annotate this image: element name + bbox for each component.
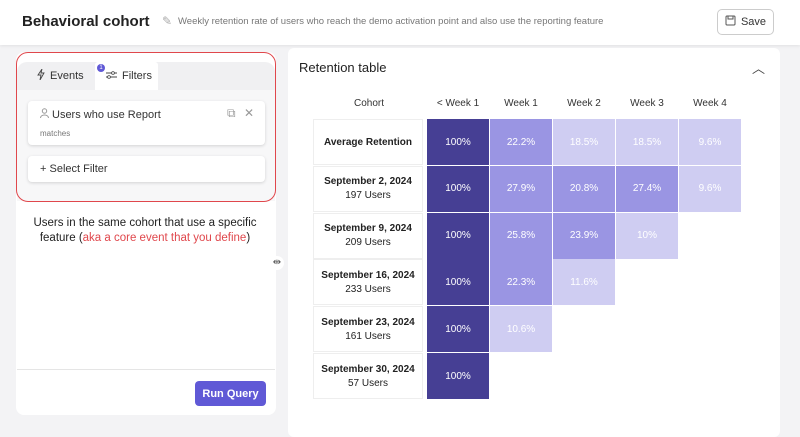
retention-cell[interactable]: 100% <box>427 119 489 165</box>
note-highlight: aka a core event that you define <box>82 232 247 244</box>
divider <box>17 369 275 370</box>
copy-icon[interactable]: ⧉ <box>227 106 236 120</box>
retention-title: Retention table <box>299 60 387 75</box>
filter-operator: matches <box>40 129 71 138</box>
retention-cell[interactable]: 10% <box>616 212 678 259</box>
sliders-icon <box>106 70 117 83</box>
cohort-label: September 30, 2024 57 Users <box>313 353 423 399</box>
retention-cell[interactable]: 10.6% <box>490 306 552 353</box>
retention-cell[interactable]: 100% <box>427 212 489 259</box>
cohort-name: September 9, 2024 <box>324 223 412 235</box>
chevron-up-icon[interactable]: ︿ <box>752 61 766 76</box>
resize-handle-icon[interactable]: ⇹ <box>270 256 284 270</box>
tab-filters[interactable]: 1 Filters <box>95 62 158 90</box>
cohort-name: September 2, 2024 <box>324 176 412 188</box>
plus-icon: + <box>40 163 50 175</box>
filter-card[interactable]: Users who use Report matches ⧉ ✕ <box>28 101 265 145</box>
cohort-users: 161 Users <box>345 330 391 342</box>
retention-cell[interactable]: 22.2% <box>490 119 552 165</box>
retention-cell[interactable]: 27.9% <box>490 165 552 212</box>
retention-cell[interactable]: 100% <box>427 165 489 212</box>
retention-cell[interactable]: 18.5% <box>616 119 678 165</box>
lightning-icon <box>37 68 45 83</box>
save-disk-icon <box>725 15 736 29</box>
cohort-label: September 16, 2024 233 Users <box>313 259 423 306</box>
cohort-users: 57 Users <box>347 377 388 389</box>
page-subtitle: Weekly retention rate of users who reach… <box>178 16 604 27</box>
retention-cell[interactable]: 100% <box>427 353 489 399</box>
annotation-note: Users in the same cohort that use a spec… <box>30 216 260 246</box>
retention-cell[interactable]: 18.5% <box>553 119 615 165</box>
filter-count-badge: 1 <box>97 64 105 72</box>
cohort-label: Average Retention <box>313 119 423 165</box>
save-button[interactable]: Save <box>717 9 774 35</box>
cohort-users: 233 Users <box>345 283 391 295</box>
select-filter-button[interactable]: + Select Filter <box>28 156 265 182</box>
retention-cell[interactable]: 9.6% <box>679 119 741 165</box>
edit-pencil-icon[interactable]: ✎ <box>162 14 173 28</box>
cohort-users: 209 Users <box>345 237 391 249</box>
column-header: Week 4 <box>693 98 727 109</box>
run-query-button[interactable]: Run Query <box>195 381 266 406</box>
column-header: Week 1 <box>504 98 538 109</box>
retention-cell[interactable]: 100% <box>427 306 489 353</box>
filter-label: Users who use Report <box>40 108 161 121</box>
retention-cell[interactable]: 100% <box>427 259 489 306</box>
cohort-label: September 9, 2024 209 Users <box>313 212 423 259</box>
column-header: Cohort <box>353 98 384 109</box>
retention-cell[interactable]: 25.8% <box>490 212 552 259</box>
cohort-name: September 30, 2024 <box>321 363 415 375</box>
column-header: < Week 1 <box>436 98 480 109</box>
tab-label: Events <box>50 70 84 82</box>
page-title: Behavioral cohort <box>22 13 150 30</box>
retention-cell[interactable]: 23.9% <box>553 212 615 259</box>
user-icon <box>40 108 49 121</box>
retention-cell[interactable]: 11.6% <box>553 259 615 306</box>
header: Behavioral cohort ✎ Weekly retention rat… <box>0 0 800 45</box>
note-text: Users in the same cohort that use a spec… <box>33 217 257 244</box>
column-header: Week 2 <box>567 98 601 109</box>
filter-name: Users who use Report <box>52 108 161 121</box>
save-label: Save <box>740 16 767 28</box>
cohort-name: Average Retention <box>324 136 412 148</box>
column-header: Week 3 <box>630 98 664 109</box>
cohort-label: September 23, 2024 161 Users <box>313 306 423 353</box>
tab-events[interactable]: Events <box>37 62 84 90</box>
retention-cell[interactable]: 20.8% <box>553 165 615 212</box>
retention-cell[interactable]: 9.6% <box>679 165 741 212</box>
select-filter-label: Select Filter <box>49 163 108 175</box>
cohort-label: September 2, 2024 197 Users <box>313 165 423 212</box>
retention-cell[interactable]: 27.4% <box>616 165 678 212</box>
cohort-name: September 23, 2024 <box>321 316 415 328</box>
note-end: ) <box>246 232 251 244</box>
cohort-name: September 16, 2024 <box>321 269 415 281</box>
retention-cell[interactable]: 22.3% <box>490 259 552 306</box>
tabs: Events 1 Filters <box>17 62 275 90</box>
close-icon[interactable]: ✕ <box>244 106 255 120</box>
cohort-users: 197 Users <box>345 190 391 202</box>
tab-label: Filters <box>122 70 152 82</box>
